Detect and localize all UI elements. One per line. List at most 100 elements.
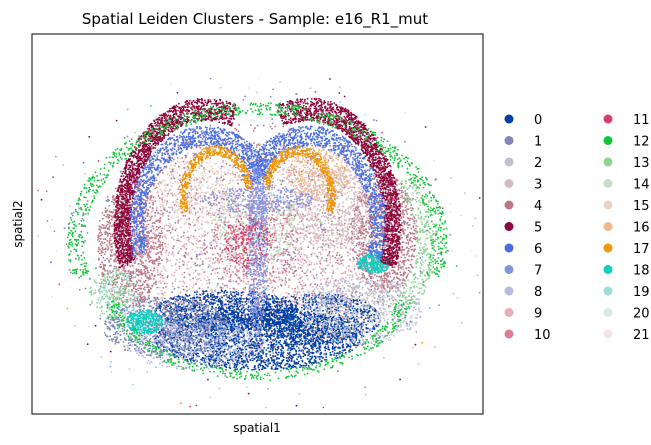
cluster-9-point: [200, 258, 202, 260]
cluster-4-point: [101, 262, 103, 264]
cluster-4-point: [99, 220, 101, 222]
cluster-3-point: [271, 262, 273, 264]
cluster-4-point: [373, 175, 375, 177]
cluster-4-point: [293, 273, 295, 275]
cluster-4-point: [359, 292, 361, 294]
cluster-4-point: [300, 267, 302, 269]
cluster-3-point: [280, 146, 282, 148]
cluster-4-point: [182, 215, 184, 217]
cluster-4-point: [147, 214, 149, 216]
cluster-4-point: [129, 278, 131, 280]
cluster-9-point: [181, 273, 183, 275]
cluster-4-point: [145, 218, 147, 220]
cluster-3-point: [344, 216, 346, 218]
cluster-4-point: [107, 224, 109, 226]
cluster-9-point: [331, 275, 333, 277]
cluster-4-point: [192, 277, 194, 279]
cluster-4-point: [403, 216, 405, 218]
cluster-3-point: [168, 252, 170, 254]
cluster-4-point: [105, 216, 107, 218]
cluster-3-point: [319, 266, 321, 268]
cluster-4-point: [237, 183, 239, 185]
cluster-3-point: [189, 227, 191, 229]
cluster-4-point: [364, 196, 366, 198]
cluster-4-point: [281, 285, 283, 287]
cluster-9-point: [301, 265, 303, 267]
cluster-3-point: [192, 152, 194, 154]
cluster-3-point: [225, 260, 227, 262]
cluster-3-point: [344, 193, 346, 195]
cluster-9-point: [322, 269, 324, 271]
cluster-9-point: [179, 261, 181, 263]
cluster-3-point: [192, 174, 194, 176]
cluster-3-point: [290, 226, 292, 228]
cluster-3-point: [284, 283, 286, 285]
cluster-3-point: [298, 282, 300, 284]
cluster-9-point: [359, 226, 361, 228]
cluster-9-point: [176, 259, 178, 261]
cluster-4-point: [295, 171, 297, 173]
cluster-3-point: [303, 272, 305, 274]
cluster-4-point: [155, 258, 157, 260]
cluster-9-point: [297, 224, 299, 226]
cluster-4-point: [115, 261, 117, 263]
cluster-3-point: [213, 173, 215, 175]
cluster-4-point: [145, 267, 147, 269]
cluster-4-point: [199, 147, 201, 149]
cluster-4-point: [148, 248, 150, 250]
cluster-4-point: [175, 229, 177, 231]
cluster-9-point: [188, 261, 190, 263]
cluster-9-point: [282, 169, 284, 171]
cluster-4-point: [166, 250, 168, 252]
cluster-4-point: [294, 288, 296, 290]
cluster-4-point: [169, 226, 171, 228]
cluster-4-point: [145, 273, 147, 275]
cluster-9-point: [221, 195, 223, 197]
cluster-4-point: [106, 258, 108, 260]
cluster-9-point: [210, 257, 212, 259]
cluster-3-point: [166, 203, 168, 205]
cluster-4-point: [239, 253, 241, 255]
cluster-3-point: [188, 252, 190, 254]
cluster-9-point: [341, 238, 343, 240]
cluster-4-point: [147, 236, 149, 238]
cluster-3-point: [346, 267, 348, 269]
cluster-4-point: [332, 265, 334, 267]
cluster-4-point: [366, 231, 368, 233]
cluster-9-point: [135, 260, 137, 262]
cluster-9-point: [319, 291, 321, 293]
cluster-4-point: [282, 187, 284, 189]
cluster-4-point: [189, 224, 191, 226]
cluster-3-point: [148, 283, 150, 285]
cluster-4-point: [148, 285, 150, 287]
cluster-4-point: [377, 188, 379, 190]
cluster-9-point: [269, 200, 271, 202]
cluster-4-point: [404, 280, 406, 282]
cluster-3-point: [242, 294, 244, 296]
cluster-3-point: [187, 231, 189, 233]
cluster-3-point: [232, 171, 234, 173]
cluster-9-point: [317, 247, 319, 249]
cluster-9-point: [346, 293, 348, 295]
cluster-4-point: [103, 267, 105, 269]
cluster-9-point: [209, 260, 211, 262]
cluster-9-point: [283, 260, 285, 262]
cluster-4-point: [236, 274, 238, 276]
cluster-9-point: [310, 283, 312, 285]
cluster-3-point: [195, 243, 197, 245]
cluster-4-point: [195, 212, 197, 214]
cluster-4-point: [274, 295, 276, 297]
cluster-9-point: [329, 262, 331, 264]
cluster-4-point: [185, 215, 187, 217]
cluster-9-point: [171, 265, 173, 267]
cluster-4-point: [228, 331, 230, 333]
cluster-4-point: [148, 287, 150, 289]
cluster-4-point: [408, 270, 410, 272]
cluster-4-point: [154, 303, 156, 305]
cluster-4-point: [155, 212, 157, 214]
cluster-4-point: [368, 273, 370, 275]
cluster-3-point: [320, 194, 322, 196]
cluster-9-point: [278, 277, 280, 279]
cluster-4-point: [241, 179, 243, 181]
cluster-4-point: [313, 247, 315, 249]
